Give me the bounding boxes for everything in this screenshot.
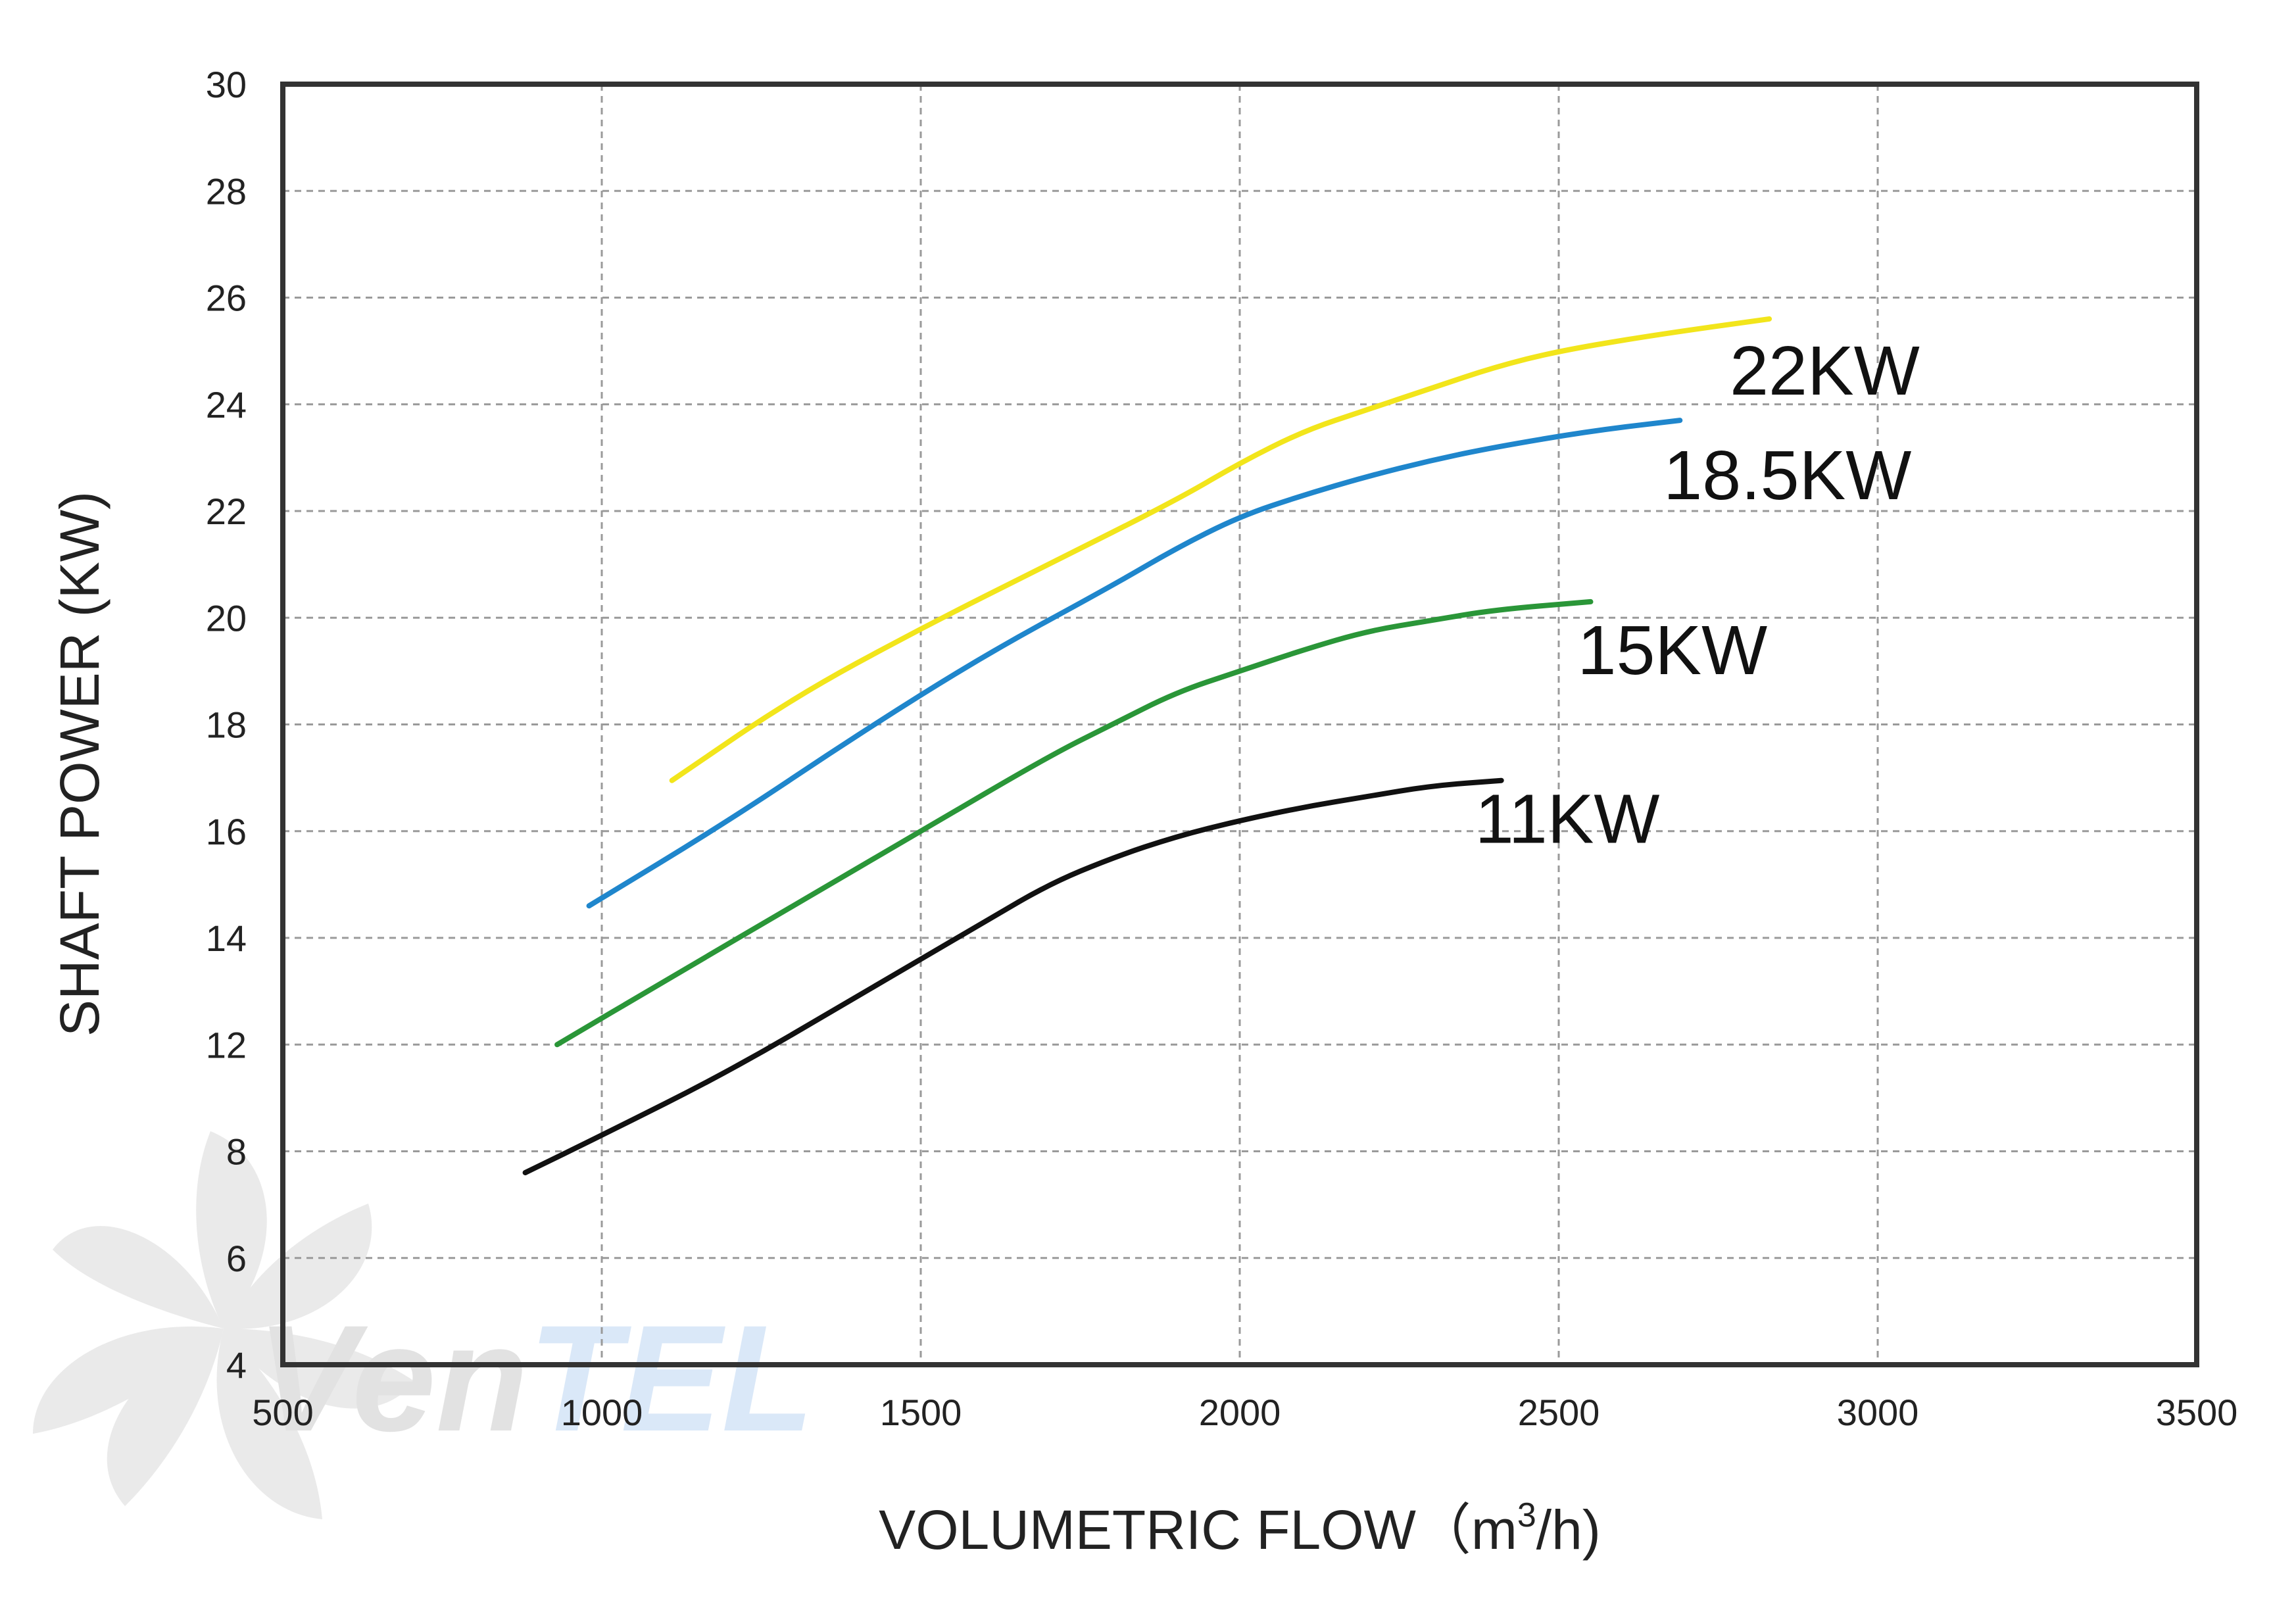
series-label-22KW: 22KW bbox=[1730, 332, 1920, 410]
series-label-11KW: 11KW bbox=[1475, 781, 1660, 858]
series-line-18.5KW bbox=[586, 418, 1683, 909]
y-tick-label-5: 16 bbox=[206, 811, 247, 852]
series-labels: 11KW 15KW 18.5KW 22KW bbox=[1475, 332, 1920, 858]
fan-blades-icon bbox=[33, 1131, 414, 1519]
x-axis-unit-suffix: /h) bbox=[1536, 1499, 1601, 1561]
y-axis-tick-labels: 4 6 8 12 14 16 18 20 22 24 26 28 30 bbox=[206, 64, 247, 1386]
plot-area-frame bbox=[280, 82, 2199, 1367]
watermark-logo: VenTEL bbox=[33, 1131, 814, 1519]
y-axis-title: SHAFT POWER (KW) bbox=[49, 491, 110, 1037]
y-tick-label-11: 28 bbox=[206, 170, 247, 212]
x-tick-label-2000: 2000 bbox=[1199, 1392, 1281, 1433]
series-label-15KW: 15KW bbox=[1578, 612, 1768, 689]
x-tick-label-500: 500 bbox=[252, 1392, 313, 1433]
y-tick-label-12: 30 bbox=[206, 64, 247, 105]
series-label-18.5KW: 18.5KW bbox=[1663, 437, 1911, 514]
y-tick-label-6: 18 bbox=[206, 704, 247, 746]
x-tick-label-2500: 2500 bbox=[1518, 1392, 1600, 1433]
x-axis-tick-labels: 500 1000 1500 2000 2500 3000 3500 bbox=[252, 1392, 2237, 1433]
y-tick-label-3: 12 bbox=[206, 1024, 247, 1065]
y-tick-label-9: 24 bbox=[206, 384, 247, 426]
y-tick-label-7: 20 bbox=[206, 597, 247, 639]
series-line-11KW bbox=[522, 777, 1504, 1175]
x-tick-label-1500: 1500 bbox=[880, 1392, 962, 1433]
series-line-15KW bbox=[554, 598, 1594, 1048]
x-axis-title-text: VOLUMETRIC FLOW bbox=[879, 1499, 1416, 1561]
x-tick-label-3000: 3000 bbox=[1837, 1392, 1919, 1433]
x-tick-label-3500: 3500 bbox=[2156, 1392, 2238, 1433]
grid bbox=[283, 84, 2197, 1365]
y-tick-label-4: 14 bbox=[206, 917, 247, 959]
x-axis-title: VOLUMETRIC FLOW（m3/h) bbox=[879, 1496, 1601, 1561]
y-tick-label-10: 26 bbox=[206, 278, 247, 319]
watermark-wordmark: VenTEL bbox=[256, 1294, 814, 1463]
y-tick-label-8: 22 bbox=[206, 491, 247, 532]
x-tick-label-1000: 1000 bbox=[561, 1392, 643, 1433]
series-lines bbox=[522, 316, 1772, 1175]
series-line-22KW bbox=[669, 316, 1772, 783]
x-axis-unit-prefix: （m bbox=[1416, 1499, 1517, 1561]
y-tick-label-1: 6 bbox=[226, 1238, 247, 1279]
y-tick-label-2: 8 bbox=[226, 1131, 247, 1173]
x-axis-unit-sup: 3 bbox=[1517, 1496, 1536, 1534]
y-tick-label-0: 4 bbox=[226, 1344, 247, 1386]
